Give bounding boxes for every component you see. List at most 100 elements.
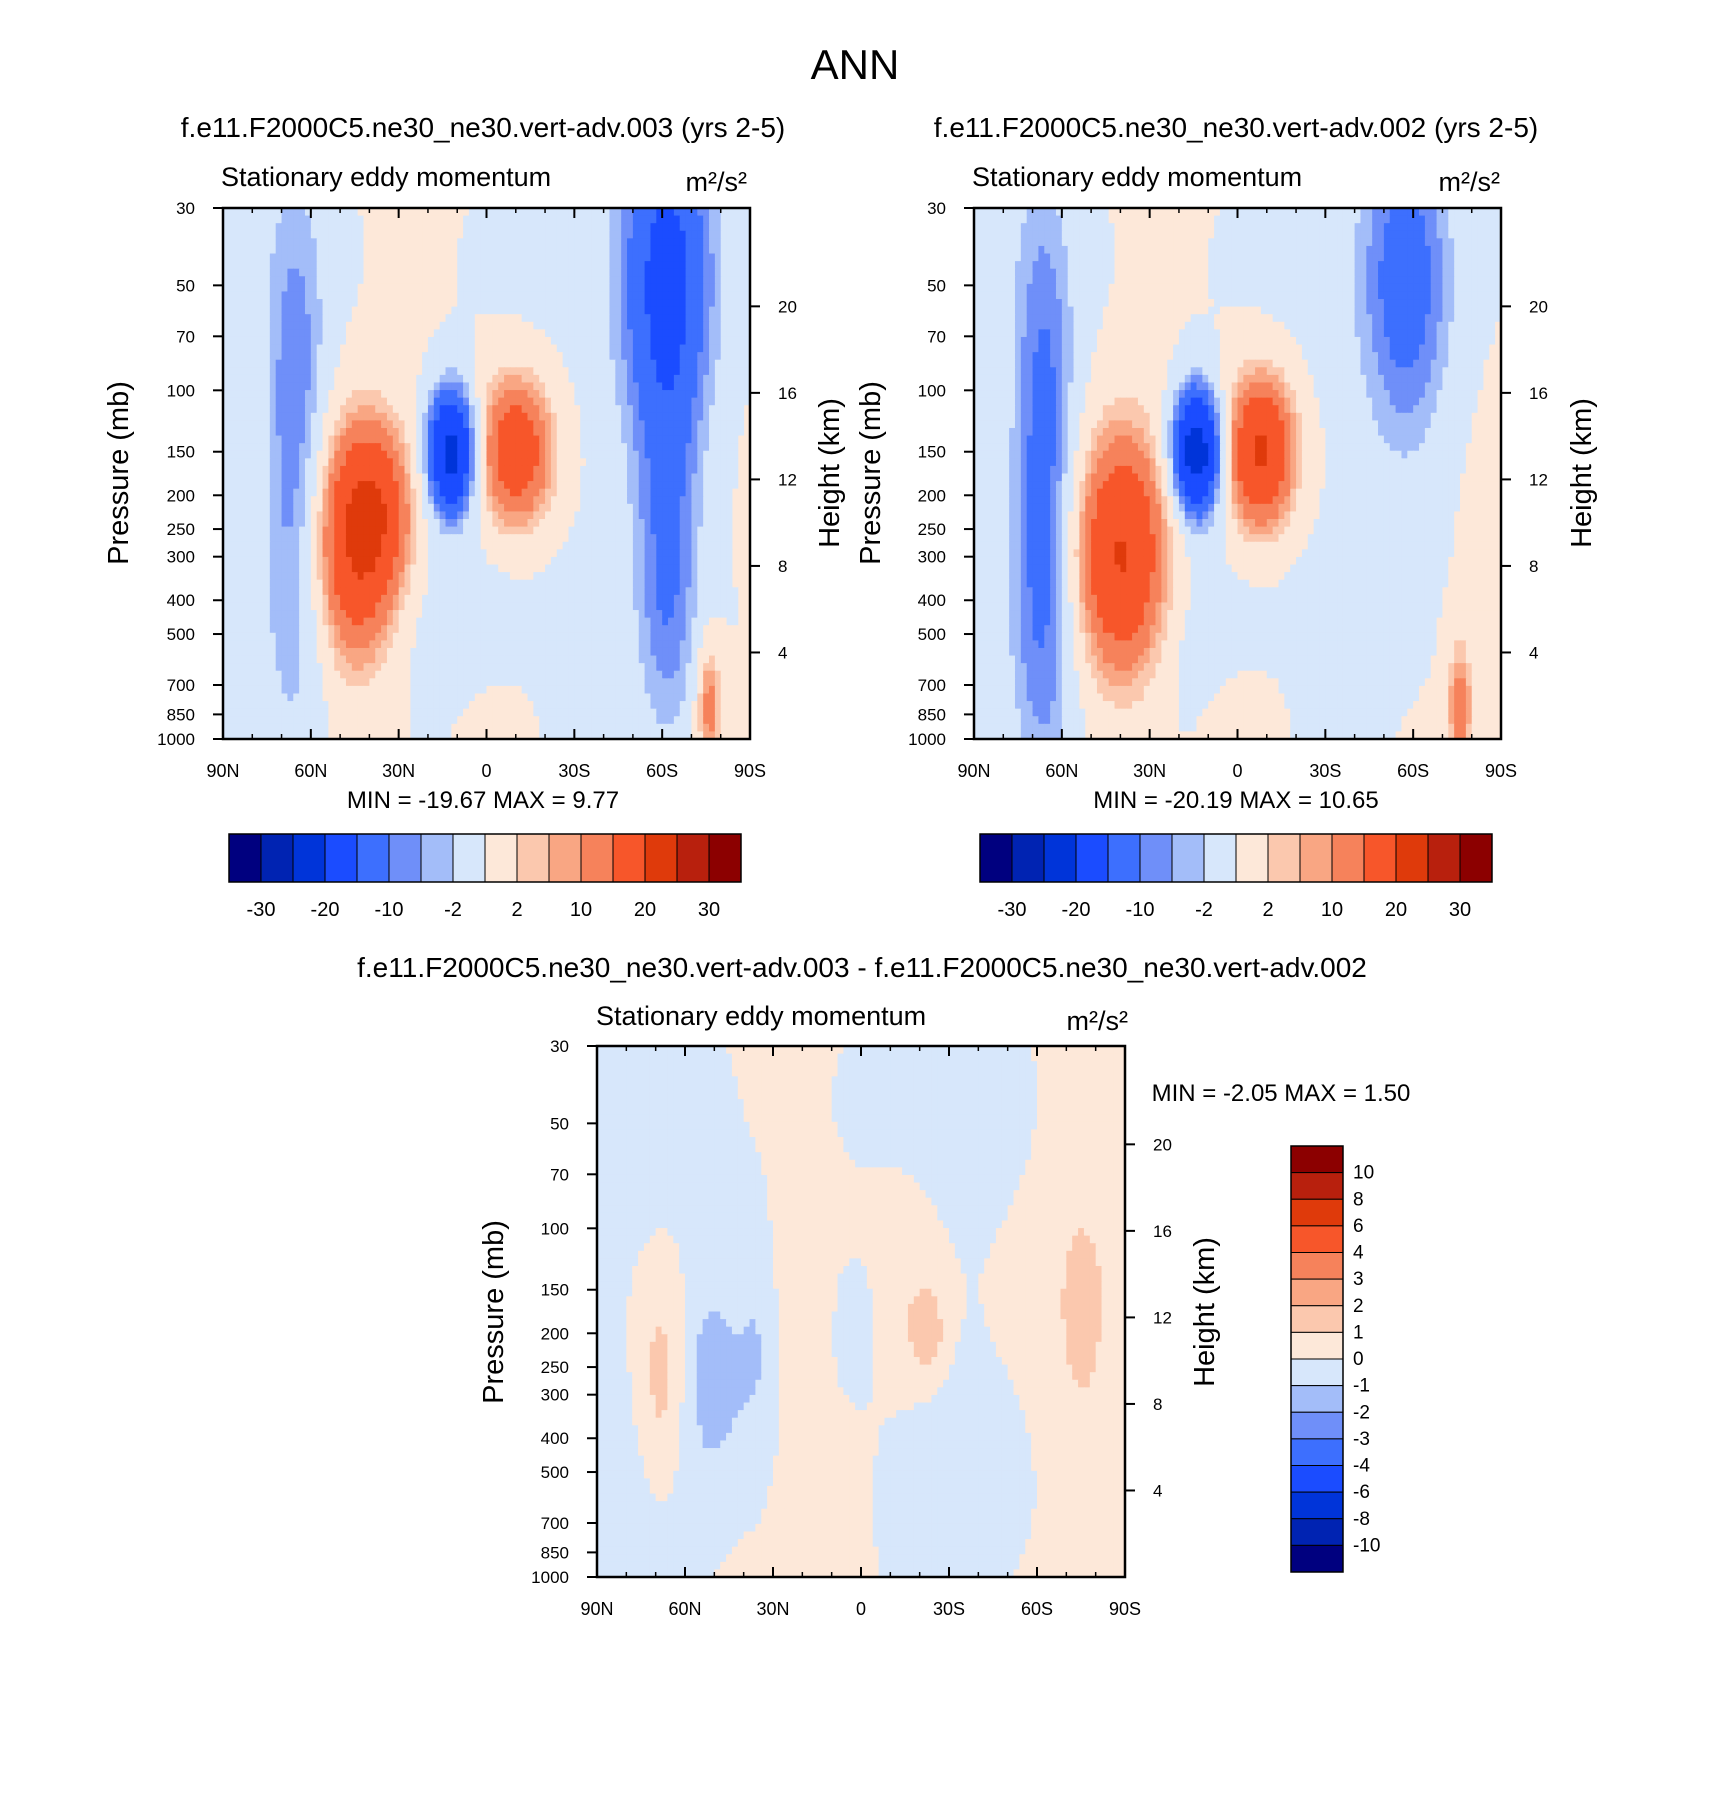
panel-left-cell [727,246,733,254]
panel-left-cell [399,261,405,269]
panel-left-cell [504,398,510,406]
panel-left-cell [311,413,317,421]
panel-left-cell [516,420,522,428]
panel-left-cell [738,367,744,375]
panel-left-cell [545,337,551,345]
panel-left-cell [715,216,721,224]
panel-left-cell [399,337,405,345]
panel-left-cell [293,360,299,368]
panel-left-cell [258,451,264,459]
panel-left-cell [715,231,721,239]
panel-left-cell [440,413,446,421]
panel-left-cell [533,276,539,284]
panel-left-cell [252,390,258,398]
panel-left-cell [732,382,738,390]
panel-left-cell [270,352,276,360]
panel-left-cell [721,238,727,246]
panel-left-cell [580,223,586,231]
panel-left-cell [369,458,375,466]
panel-left-cell [346,314,352,322]
panel-left-cell [457,458,463,466]
panel-left-cell [235,216,241,224]
panel-left-cell [469,413,475,421]
panel-left-cell [258,307,264,315]
panel-left-cell [405,238,411,246]
panel-left-cell [738,307,744,315]
panel-left-cell [686,382,692,390]
panel-left-cell [369,420,375,428]
panel-left-cell [680,231,686,239]
panel-left-cell [446,352,452,360]
panel-left-cell [668,254,674,262]
panel-left-cell [369,307,375,315]
panel-left-cell [697,307,703,315]
panel-left-cell [323,322,329,330]
panel-left-cell [738,254,744,262]
panel-left-cell [428,428,434,436]
panel-left-cell [516,382,522,390]
panel-left-cell [451,269,457,277]
panel-left-cell [252,246,258,254]
panel-left-cell [405,246,411,254]
panel-left-cell [258,314,264,322]
panel-left-cell [487,428,493,436]
panel-left-cell [451,329,457,337]
panel-left-cell [428,413,434,421]
panel-left-cell [487,314,493,322]
panel-left-cell [252,405,258,413]
panel-left-cell [416,276,422,284]
panel-left-cell [446,216,452,224]
panel-left-cell [551,261,557,269]
panel-left-cell [633,390,639,398]
panel-left-cell [457,291,463,299]
panel-left-cell [674,314,680,322]
panel-left-cell [241,291,247,299]
panel-left-cell [721,413,727,421]
panel-left-cell [475,405,481,413]
panel-left-cell [457,451,463,459]
panel-left-cell [475,216,481,224]
panel-left-cell [709,405,715,413]
panel-left-cell [252,436,258,444]
panel-left-cell [568,466,574,474]
panel-left-cell [727,390,733,398]
panel-left-cell [668,382,674,390]
panel-left-cell [393,428,399,436]
panel-left-cell [323,299,329,307]
panel-left-cell [299,405,305,413]
panel-left-cell [381,276,387,284]
panel-left-cell [340,254,346,262]
panel-left-cell [434,360,440,368]
panel-left-cell [691,337,697,345]
panel-left-cell [668,291,674,299]
panel-left-cell [416,428,422,436]
panel-left-cell [697,428,703,436]
panel-left-cell [697,329,703,337]
panel-left-cell [229,299,235,307]
panel-left-cell [592,352,598,360]
panel-left-cell [434,269,440,277]
panel-left-cell [416,291,422,299]
panel-left-cell [680,238,686,246]
panel-left-cell [674,466,680,474]
panel-left-cell [662,360,668,368]
panel-left-cell [715,458,721,466]
panel-left-cell [352,367,358,375]
panel-left-cell [557,269,563,277]
panel-left-cell [551,291,557,299]
panel-left-cell [328,261,334,269]
panel-left-cell [481,398,487,406]
panel-left-cell [604,443,610,451]
panel-left-cell [592,329,598,337]
panel-left-cell [674,345,680,353]
panel-left-cell [516,269,522,277]
panel-left-cell [662,231,668,239]
panel-left-cell [668,420,674,428]
panel-left-cell [545,246,551,254]
panel-left-cell [358,246,364,254]
panel-left-cell [252,238,258,246]
panel-left-cell [463,443,469,451]
panel-left-cell [498,231,504,239]
panel-left-cell [580,413,586,421]
panel-left-cell [381,352,387,360]
